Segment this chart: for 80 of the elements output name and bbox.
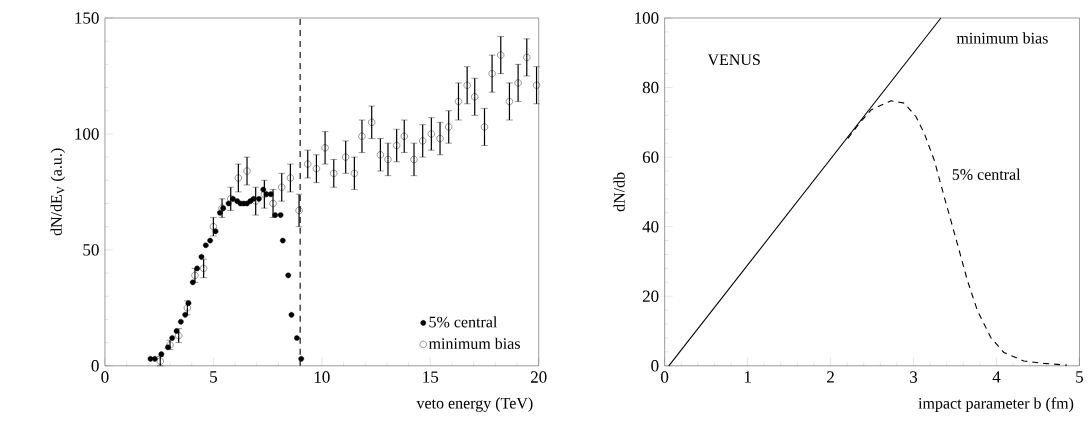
- point: [286, 174, 294, 182]
- point: [269, 200, 277, 208]
- point: [183, 304, 191, 312]
- x-tick-label: 0: [101, 371, 109, 383]
- point: [358, 132, 366, 140]
- point: [436, 135, 444, 143]
- x-tick-label: 5: [210, 371, 217, 383]
- point: [288, 312, 295, 318]
- y-tick-label: 20: [642, 290, 659, 303]
- y-tick-label: 0: [651, 360, 659, 372]
- point: [368, 118, 376, 126]
- y-tick-label: 50: [83, 244, 99, 256]
- annotation: VENUS: [707, 54, 760, 66]
- y-tick-label: 40: [642, 221, 659, 233]
- point: [471, 93, 479, 101]
- point: [175, 332, 183, 340]
- point: [350, 169, 358, 177]
- series-label: minimum bias: [956, 32, 1048, 44]
- point: [427, 130, 435, 138]
- y-tick-label: 80: [642, 81, 659, 94]
- x-axis-title: impact parameter b (fm): [918, 397, 1074, 413]
- point: [191, 271, 199, 279]
- point: [272, 212, 278, 218]
- y-tick-label: 100: [635, 12, 659, 24]
- y-axis-title: dN/dE$_{V}$ (a.u.): [50, 148, 66, 236]
- point: [384, 156, 392, 164]
- x-tick-label: 4: [992, 371, 1001, 383]
- series-label: 5% central: [952, 168, 1021, 180]
- y-tick-label: 150: [75, 12, 99, 24]
- point: [330, 169, 338, 177]
- x-axis-title: veto energy (TeV): [416, 397, 533, 412]
- point: [198, 254, 205, 260]
- point: [463, 81, 471, 89]
- x-tick-label: 15: [423, 371, 439, 383]
- point: [445, 123, 453, 131]
- point: [514, 79, 522, 87]
- point: [454, 98, 462, 106]
- point: [304, 160, 312, 168]
- y-tick-label: 60: [642, 151, 659, 163]
- x-tick-label: 2: [827, 371, 834, 383]
- point: [234, 174, 242, 182]
- point: [243, 167, 251, 175]
- x-tick-label: 3: [910, 371, 918, 383]
- point: [393, 142, 401, 150]
- point: [277, 212, 284, 218]
- y-axis-title: dN/db: [613, 172, 625, 212]
- point: [481, 123, 488, 131]
- point: [169, 335, 175, 341]
- point: [203, 242, 209, 249]
- point: [158, 351, 165, 358]
- legend-label: 5% central: [429, 316, 498, 328]
- point: [280, 237, 286, 244]
- point: [376, 151, 384, 159]
- x-tick-label: 5: [1076, 371, 1084, 383]
- point: [400, 132, 408, 140]
- point: [268, 191, 274, 198]
- point: [295, 207, 303, 215]
- point: [533, 81, 541, 89]
- x-tick-label: 20: [530, 371, 547, 383]
- point: [285, 272, 292, 279]
- point: [298, 356, 305, 362]
- x-tick-label: 1: [744, 371, 751, 383]
- y-tick-label: 100: [75, 128, 99, 140]
- point: [207, 237, 213, 244]
- point: [200, 265, 208, 273]
- point: [278, 183, 286, 191]
- legend-label: minimum bias: [428, 337, 520, 350]
- x-tick-label: 0: [661, 371, 669, 383]
- point: [321, 144, 329, 152]
- point: [497, 51, 505, 59]
- point: [209, 223, 217, 231]
- point: [419, 137, 427, 145]
- point: [523, 54, 531, 62]
- x-tick-label: 10: [314, 371, 330, 383]
- point: [312, 165, 320, 173]
- point: [147, 356, 154, 362]
- point: [178, 319, 184, 325]
- y-tick-label: 0: [91, 360, 99, 372]
- point: [294, 335, 300, 341]
- point: [410, 156, 418, 164]
